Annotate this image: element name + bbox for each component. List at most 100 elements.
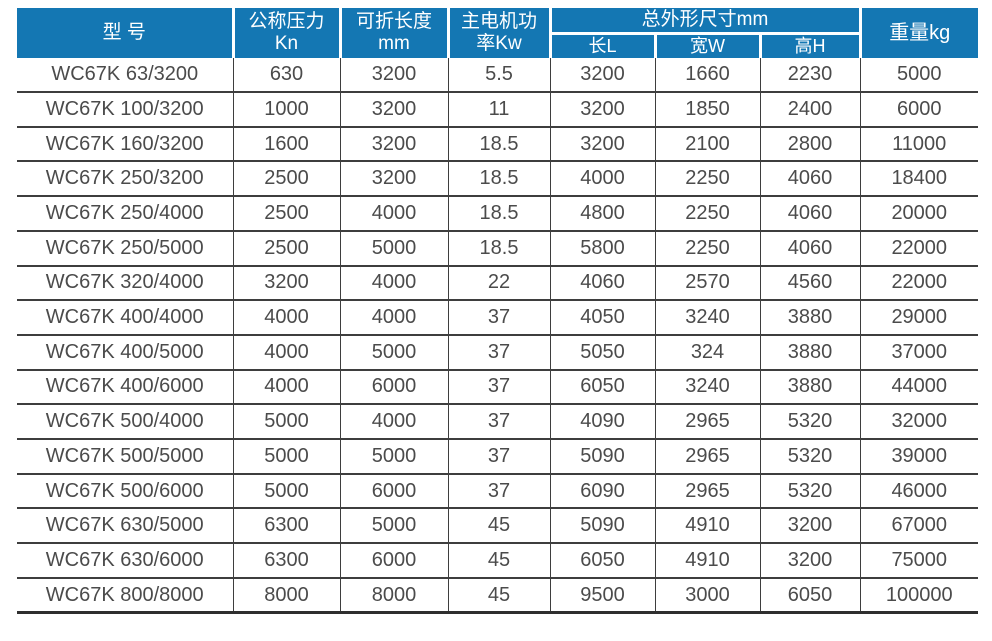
table-cell: 4000: [340, 196, 449, 232]
table-cell: 3200: [340, 58, 449, 94]
table-cell: 6050: [550, 543, 656, 579]
header-dim-width: 宽W: [655, 33, 762, 59]
header-pressure: 公称压力 Kn: [233, 8, 342, 59]
table-cell: 6000: [340, 473, 449, 510]
table-cell: 6050: [760, 577, 861, 615]
table-cell: 8000: [340, 577, 449, 615]
table-cell: 6300: [233, 508, 341, 545]
table-cell: 4000: [340, 265, 449, 302]
table-cell: 37: [448, 369, 551, 406]
table-row: WC67K 630/6000 6300 6000 45 6050 4910 3200 7500…: [17, 543, 978, 579]
table-row: WC67K 160/3200 1600 3200 18.5 3200 2100 2800 11…: [17, 126, 978, 163]
table-cell: 4910: [655, 508, 761, 545]
table-cell: 37: [448, 438, 551, 475]
table-row: WC67K 320/4000 3200 4000 22 4060 2570 4560 2200…: [17, 265, 978, 302]
table-cell: 5090: [550, 438, 656, 475]
table-cell: 4000: [233, 369, 341, 406]
table-cell: 18400: [860, 161, 978, 198]
table-cell: 3200: [760, 508, 861, 545]
table-cell: 18.5: [448, 161, 551, 198]
table-cell: 37: [448, 404, 551, 440]
table-cell: 32000: [860, 404, 978, 440]
table-cell: 100000: [860, 577, 978, 615]
table-cell: 4000: [340, 300, 449, 336]
header-dim-length: 长L: [550, 33, 657, 59]
table-row: WC67K 400/4000 4000 4000 37 4050 3240 3880 2900…: [17, 300, 978, 336]
table-cell: 5800: [550, 230, 656, 267]
table-cell: 37: [448, 300, 551, 336]
table-body: WC67K 63/3200 630 3200 5.5 3200 1660 2230 5000 W…: [17, 58, 978, 615]
table-cell: 3200: [233, 265, 341, 302]
table-cell: 2250: [655, 230, 761, 267]
table-cell: 3880: [760, 300, 861, 336]
table-cell: 5000: [340, 334, 449, 371]
table-row: WC67K 100/3200 1000 3200 11 3200 1850 2400 6000: [17, 92, 978, 128]
model-cell: WC67K 800/8000: [17, 577, 234, 615]
table-cell: 46000: [860, 473, 978, 510]
table-cell: 39000: [860, 438, 978, 475]
table-cell: 2250: [655, 161, 761, 198]
model-cell: WC67K 500/6000: [17, 473, 234, 510]
table-row: WC67K 400/5000 4000 5000 37 5050 324 3880 37000: [17, 334, 978, 371]
table-cell: 2965: [655, 438, 761, 475]
table-cell: 3240: [655, 369, 761, 406]
table-cell: 5000: [340, 230, 449, 267]
model-cell: WC67K 250/3200: [17, 161, 234, 198]
table-cell: 6300: [233, 543, 341, 579]
table-row: WC67K 630/5000 6300 5000 45 5090 4910 3200 6700…: [17, 508, 978, 545]
table-cell: 5000: [340, 438, 449, 475]
table-cell: 18.5: [448, 230, 551, 267]
table-cell: 4050: [550, 300, 656, 336]
table-cell: 6000: [340, 369, 449, 406]
model-cell: WC67K 250/5000: [17, 230, 234, 267]
table-cell: 3880: [760, 369, 861, 406]
table-cell: 2500: [233, 161, 341, 198]
table-cell: 4000: [233, 334, 341, 371]
table-cell: 5320: [760, 473, 861, 510]
table-cell: 2570: [655, 265, 761, 302]
table-cell: 2230: [760, 58, 861, 94]
table-cell: 3200: [760, 543, 861, 579]
table-cell: 4090: [550, 404, 656, 440]
model-cell: WC67K 500/4000: [17, 404, 234, 440]
table-cell: 2500: [233, 196, 341, 232]
table-cell: 6000: [340, 543, 449, 579]
table-cell: 5000: [233, 438, 341, 475]
table-cell: 1000: [233, 92, 341, 128]
table-cell: 3200: [550, 58, 656, 94]
header-motor-power: 主电机功 率Kw: [448, 8, 552, 59]
table-cell: 22000: [860, 230, 978, 267]
table-cell: 4060: [760, 196, 861, 232]
table-cell: 4000: [233, 300, 341, 336]
table-cell: 11: [448, 92, 551, 128]
table-header: 型 号 公称压力 Kn 可折长度 mm 主电机功 率Kw 总外形尺寸mm 重量k…: [17, 8, 978, 59]
table-cell: 29000: [860, 300, 978, 336]
table-cell: 45: [448, 508, 551, 545]
table-cell: 22000: [860, 265, 978, 302]
table-cell: 2800: [760, 126, 861, 163]
table-cell: 2965: [655, 473, 761, 510]
table-cell: 630: [233, 58, 341, 94]
table-cell: 5320: [760, 438, 861, 475]
table-cell: 20000: [860, 196, 978, 232]
table-cell: 75000: [860, 543, 978, 579]
table-cell: 44000: [860, 369, 978, 406]
model-cell: WC67K 63/3200: [17, 58, 234, 94]
model-cell: WC67K 630/6000: [17, 543, 234, 579]
table-cell: 5090: [550, 508, 656, 545]
table-cell: 3240: [655, 300, 761, 336]
model-cell: WC67K 630/5000: [17, 508, 234, 545]
table-cell: 3200: [550, 126, 656, 163]
table-cell: 1660: [655, 58, 761, 94]
table-cell: 4060: [550, 265, 656, 302]
table-cell: 2250: [655, 196, 761, 232]
table-cell: 4000: [340, 404, 449, 440]
table-row: WC67K 500/6000 5000 6000 37 6090 2965 5320 4600…: [17, 473, 978, 510]
header-weight: 重量kg: [860, 8, 978, 59]
table-cell: 5000: [233, 404, 341, 440]
table-cell: 5320: [760, 404, 861, 440]
table-cell: 6050: [550, 369, 656, 406]
table-cell: 3200: [340, 161, 449, 198]
table-row: WC67K 500/5000 5000 5000 37 5090 2965 5320 3900…: [17, 438, 978, 475]
table-cell: 8000: [233, 577, 341, 615]
